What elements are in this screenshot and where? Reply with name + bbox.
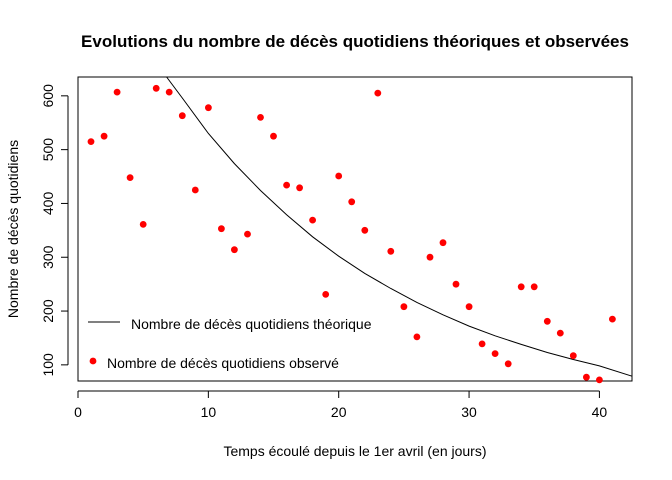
data-point bbox=[517, 283, 525, 291]
x-tick-label: 30 bbox=[461, 404, 477, 420]
legend-point-swatch bbox=[89, 357, 97, 365]
data-point bbox=[165, 88, 173, 96]
data-point bbox=[309, 216, 316, 224]
data-point bbox=[348, 198, 356, 206]
data-point bbox=[152, 84, 160, 92]
y-axis-label: Nombre de décès quotidiens bbox=[5, 140, 21, 318]
y-tick-label: 500 bbox=[40, 138, 56, 162]
data-point bbox=[400, 303, 408, 311]
data-point bbox=[244, 230, 251, 238]
theoretical-line-path bbox=[166, 76, 633, 377]
data-point bbox=[452, 280, 460, 288]
y-axis: 100 200 300 400 500 600 bbox=[40, 84, 69, 377]
data-point bbox=[113, 88, 121, 96]
data-point bbox=[231, 246, 238, 254]
data-point bbox=[543, 317, 551, 325]
observed-points bbox=[87, 84, 616, 384]
data-point bbox=[426, 253, 434, 261]
data-point bbox=[178, 112, 186, 120]
theoretical-curve bbox=[166, 76, 633, 377]
x-axis-label: Temps écoulé depuis le 1er avril (en jou… bbox=[223, 443, 486, 459]
y-tick-label: 600 bbox=[40, 84, 56, 108]
x-tick-label: 40 bbox=[592, 404, 608, 420]
data-point bbox=[387, 247, 395, 255]
data-point bbox=[205, 104, 212, 112]
data-point bbox=[270, 132, 277, 140]
plot-frame bbox=[77, 76, 633, 382]
data-point bbox=[257, 114, 264, 121]
data-point bbox=[296, 184, 303, 192]
data-point bbox=[530, 283, 538, 291]
x-tick-label: 0 bbox=[74, 404, 82, 420]
data-point bbox=[126, 174, 134, 182]
data-point bbox=[335, 172, 343, 180]
data-point bbox=[478, 340, 486, 348]
data-point bbox=[374, 89, 382, 97]
legend: Nombre de décès quotidiens théorique Nom… bbox=[88, 316, 372, 371]
data-point bbox=[556, 329, 564, 337]
x-axis: 0 10 20 30 40 bbox=[74, 390, 608, 420]
data-point bbox=[465, 303, 473, 311]
y-tick-label: 100 bbox=[40, 353, 56, 377]
data-point bbox=[596, 376, 603, 384]
data-point bbox=[569, 352, 577, 360]
data-point bbox=[609, 315, 616, 323]
y-tick-label: 300 bbox=[40, 245, 56, 269]
y-tick-label: 400 bbox=[40, 192, 56, 216]
data-point bbox=[322, 291, 330, 298]
x-tick-label: 20 bbox=[331, 404, 347, 420]
data-point bbox=[218, 225, 225, 233]
data-point bbox=[191, 186, 199, 194]
data-point bbox=[283, 181, 290, 189]
data-point bbox=[87, 138, 95, 146]
x-tick-label: 10 bbox=[201, 404, 217, 420]
chart-title: Evolutions du nombre de décès quotidiens… bbox=[81, 32, 629, 51]
data-point bbox=[504, 360, 512, 368]
data-point bbox=[439, 239, 447, 247]
legend-label-theoretical: Nombre de décès quotidiens théorique bbox=[131, 316, 372, 332]
data-point bbox=[361, 226, 369, 234]
legend-label-observed: Nombre de décès quotidiens observé bbox=[107, 355, 339, 371]
data-point bbox=[413, 333, 421, 341]
data-point bbox=[100, 132, 108, 140]
data-point bbox=[583, 373, 590, 381]
y-tick-label: 200 bbox=[40, 299, 56, 323]
data-point bbox=[491, 350, 499, 357]
data-point bbox=[139, 221, 147, 228]
